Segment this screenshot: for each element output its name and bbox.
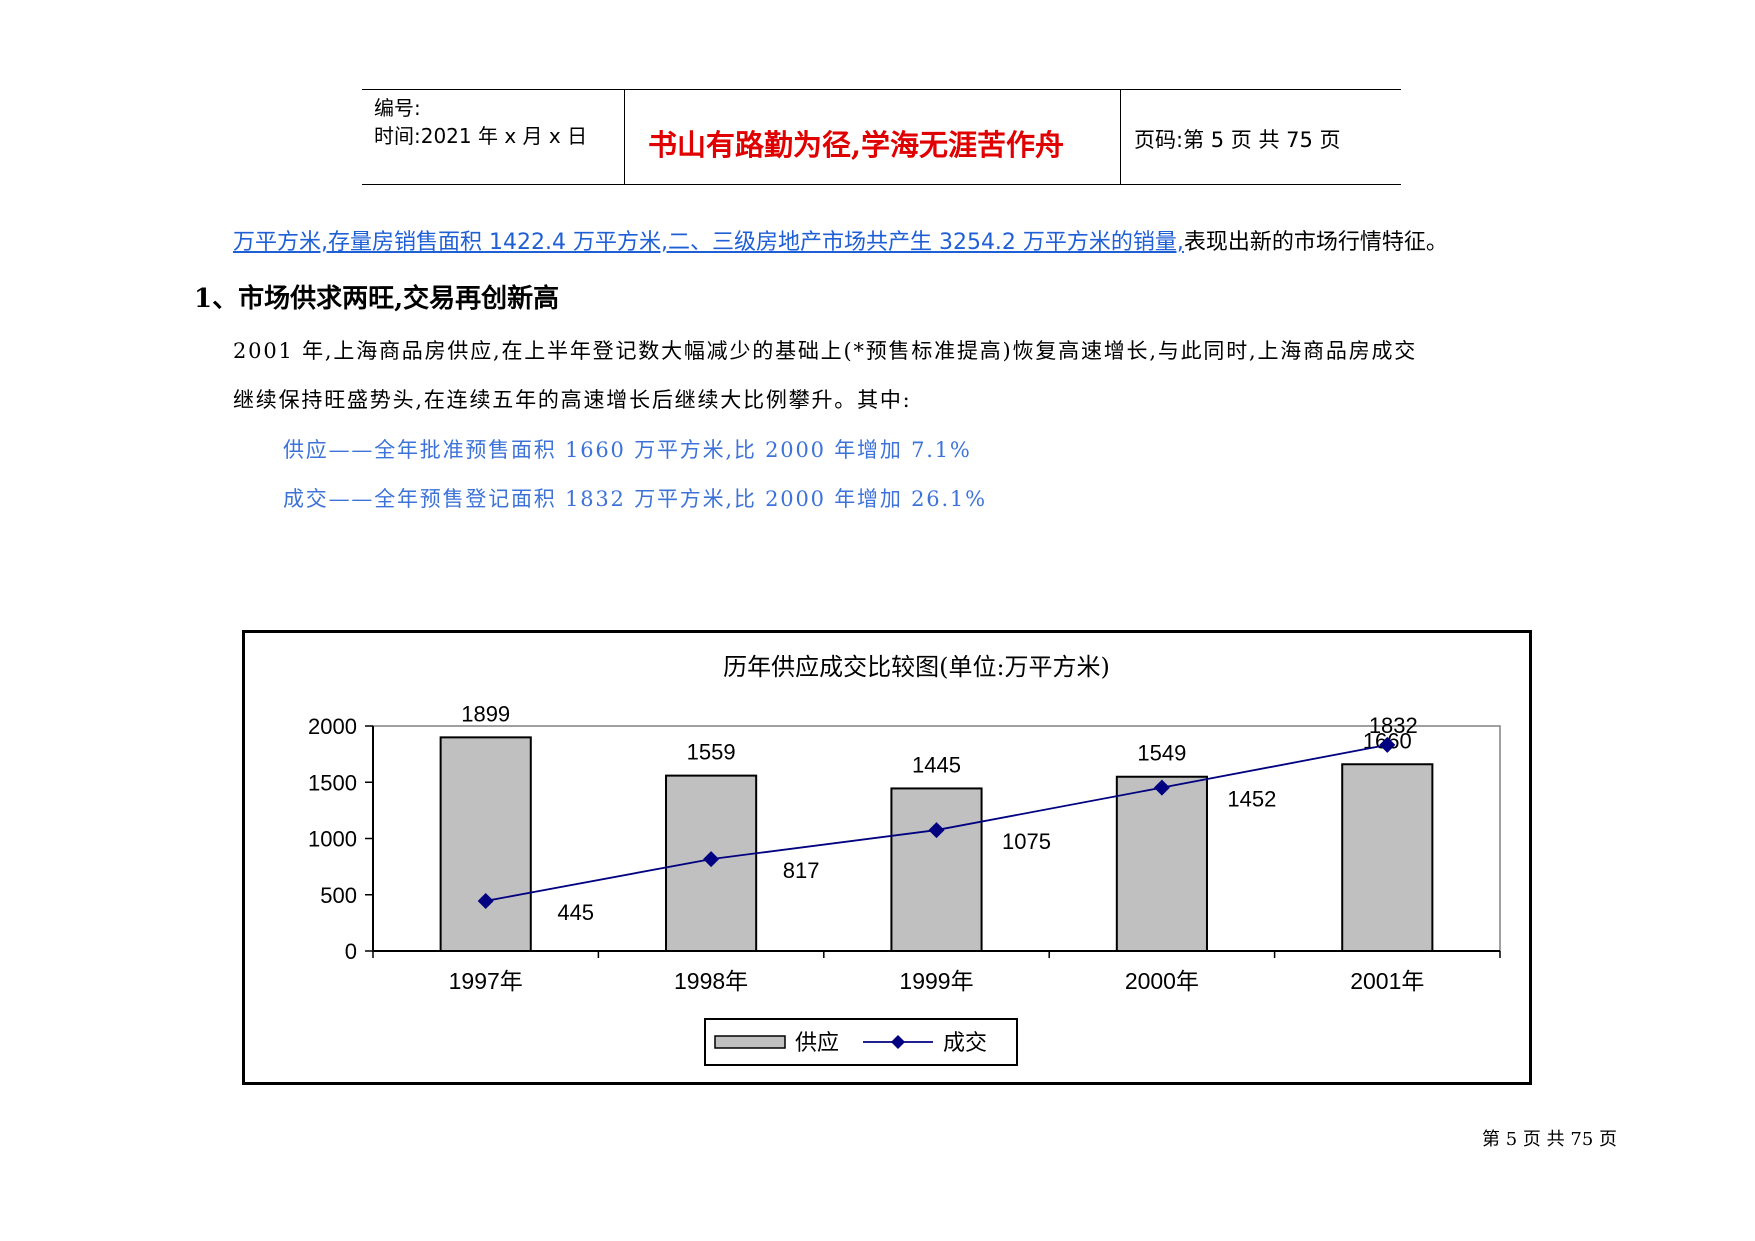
legend-marker bbox=[891, 1035, 905, 1049]
bar-data-label: 1445 bbox=[912, 752, 961, 777]
header-divider bbox=[1120, 90, 1121, 184]
header-meta: 编号: 时间:2021 年 x 月 x 日 bbox=[374, 94, 587, 150]
header-motto: 书山有路勤为径,学海无涯苦作舟 bbox=[647, 128, 1065, 162]
bar bbox=[890, 787, 983, 952]
y-tick-label: 0 bbox=[345, 939, 357, 964]
chart-frame: 历年供应成交比较图(单位:万平方米) 0 500 1000 1500 2000 1997年 1… bbox=[242, 630, 1532, 1085]
bar-data-label: 1549 bbox=[1137, 741, 1186, 766]
bar bbox=[1115, 775, 1208, 952]
bar-data-label: 1559 bbox=[687, 740, 736, 765]
number-label: 编号: bbox=[374, 96, 421, 120]
page-footer: 第 5 页 共 75 页 bbox=[1482, 1129, 1617, 1150]
time-label: 时间:2021 年 x 月 x 日 bbox=[374, 124, 588, 148]
y-tick-label: 1000 bbox=[308, 827, 357, 852]
chart-title: 历年供应成交比较图(单位:万平方米) bbox=[723, 653, 1110, 681]
document-header: 编号: 时间:2021 年 x 月 x 日 书山有路勤为径,学海无涯苦作舟 页码… bbox=[362, 89, 1401, 185]
line-point bbox=[477, 892, 494, 909]
intro-line: 万平方米,存量房销售面积 1422.4 万平方米,二、三级房地产市场共产生 32… bbox=[233, 224, 1448, 256]
bar bbox=[439, 736, 532, 952]
deal-line: 成交——全年预售登记面积 1832 万平方米,比 2000 年增加 26.1% bbox=[283, 487, 987, 511]
legend-label: 供应 bbox=[795, 1031, 839, 1056]
line-point bbox=[1379, 736, 1396, 753]
line-data-label: 817 bbox=[783, 858, 820, 883]
bar bbox=[1341, 763, 1434, 952]
line-data-label: 445 bbox=[557, 900, 594, 925]
line-point bbox=[1153, 779, 1170, 796]
line-point bbox=[928, 822, 945, 839]
paragraph-line: 2001 年,上海商品房供应,在上半年登记数大幅减少的基础上(*预售标准提高)恢… bbox=[233, 339, 1418, 363]
header-divider bbox=[624, 90, 625, 184]
line-data-label: 1075 bbox=[1002, 829, 1051, 854]
y-tick-label: 2000 bbox=[308, 714, 357, 739]
intro-tail: 表现出新的市场行情特征。 bbox=[1183, 230, 1448, 255]
x-tick-label: 1999年 bbox=[899, 968, 973, 994]
legend-label: 成交 bbox=[943, 1031, 987, 1056]
y-tick-label: 1500 bbox=[308, 770, 357, 795]
x-tick-label: 2001年 bbox=[1350, 968, 1424, 994]
section-heading: 1、市场供求两旺,交易再创新高 bbox=[194, 284, 560, 314]
intro-link[interactable]: 万平方米,存量房销售面积 1422.4 万平方米,二、三级房地产市场共产生 32… bbox=[233, 230, 1184, 255]
legend-swatch-bar bbox=[714, 1035, 786, 1049]
line-data-label: 1832 bbox=[1369, 713, 1418, 738]
line-point bbox=[703, 851, 720, 868]
bar-line-chart: 历年供应成交比较图(单位:万平方米) 0 500 1000 1500 2000 1997年 1… bbox=[308, 653, 1501, 1066]
supply-line: 供应——全年批准预售面积 1660 万平方米,比 2000 年增加 7.1% bbox=[283, 438, 972, 462]
header-page-label: 页码:第 5 页 共 75 页 bbox=[1134, 128, 1341, 152]
y-tick-label: 500 bbox=[320, 883, 357, 908]
x-tick-label: 2000年 bbox=[1125, 968, 1199, 994]
x-tick-label: 1997年 bbox=[449, 968, 523, 994]
bar-data-label: 1899 bbox=[461, 701, 510, 726]
line-data-label: 1452 bbox=[1227, 787, 1276, 812]
paragraph-line: 继续保持旺盛势头,在连续五年的高速增长后继续大比例攀升。其中: bbox=[233, 388, 912, 412]
x-tick-label: 1998年 bbox=[674, 968, 748, 994]
